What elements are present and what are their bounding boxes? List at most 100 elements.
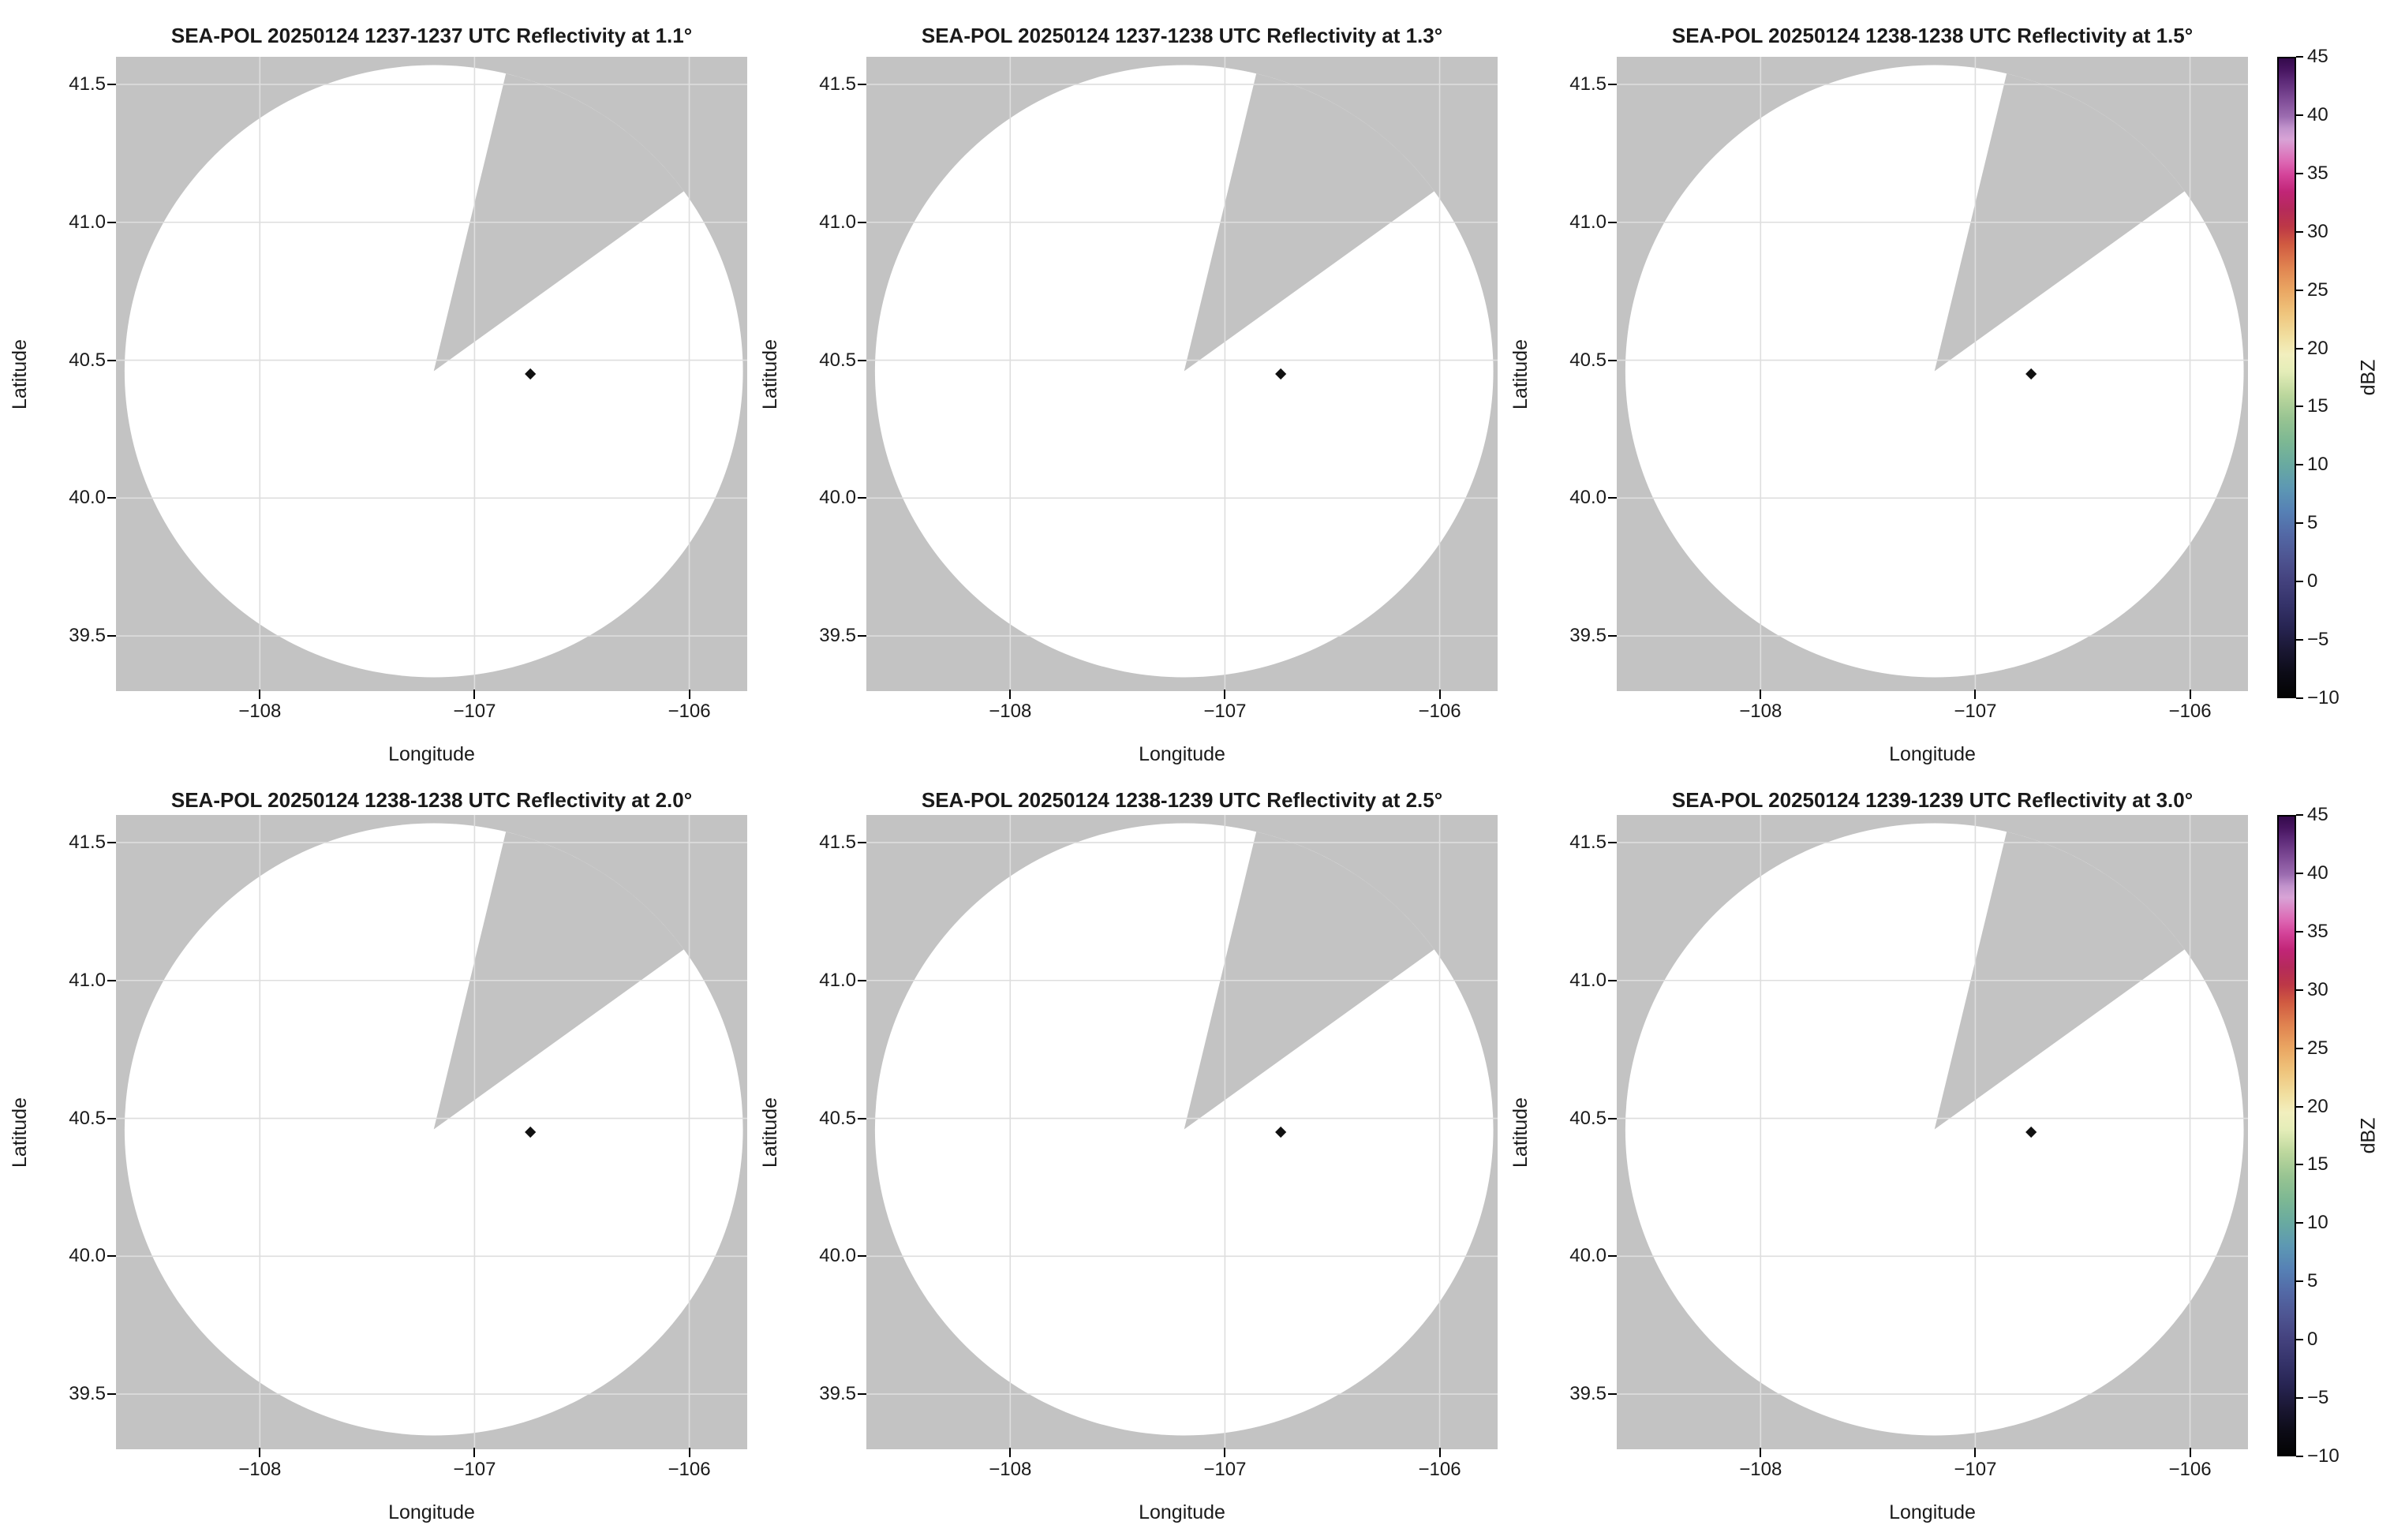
plot-area <box>116 815 747 1449</box>
x-tick-label: −108 <box>238 1459 282 1480</box>
colorbar-tick-label: 0 <box>2307 570 2318 592</box>
plot-area <box>866 815 1498 1449</box>
y-tick-mark <box>107 359 116 361</box>
colorbar-tick-label: 45 <box>2307 804 2328 825</box>
x-tick-mark <box>1760 690 1762 699</box>
colorbar-tick-mark <box>2296 872 2303 874</box>
plot-area <box>1617 815 2248 1449</box>
colorbar-tick-mark <box>2296 114 2303 116</box>
colorbar-unit-label: dBZ <box>2353 815 2384 1456</box>
radar-panel-6: SEA-POL 20250124 1239-1239 UTC Reflectiv… <box>1501 758 2251 1523</box>
x-tick-label: −106 <box>668 1459 711 1480</box>
y-tick-mark <box>858 635 866 637</box>
y-tick-label: 41.5 <box>69 73 106 95</box>
y-tick-label: 39.5 <box>69 1383 106 1405</box>
radar-ppi-svg <box>866 57 1498 691</box>
panel-title: SEA-POL 20250124 1238-1238 UTC Reflectiv… <box>170 788 693 812</box>
x-tick-mark <box>1760 1448 1762 1457</box>
y-axis-label: Latitude <box>758 815 782 1449</box>
y-tick-mark <box>107 1117 116 1119</box>
colorbar-tick-label: 30 <box>2307 978 2328 1000</box>
y-tick-label: 40.5 <box>819 1107 856 1129</box>
colorbar-tick-mark <box>2296 581 2303 583</box>
y-axis-label: Latitude <box>758 57 782 691</box>
x-tick-label: −107 <box>1954 1459 1997 1480</box>
y-axis-label: Latitude <box>8 57 32 691</box>
x-tick-label: −106 <box>2168 1459 2212 1480</box>
radar-panel-5: SEA-POL 20250124 1238-1239 UTC Reflectiv… <box>750 758 1501 1523</box>
radar-ppi-svg <box>116 57 747 691</box>
colorbar-tick-mark <box>2296 522 2303 525</box>
y-tick-label: 39.5 <box>819 625 856 647</box>
x-tick-label: −108 <box>989 701 1032 722</box>
y-tick-mark <box>1608 221 1617 223</box>
y-tick-label: 41.0 <box>819 211 856 233</box>
colorbar-tick-mark <box>2296 930 2303 933</box>
colorbar-tick-mark <box>2296 406 2303 408</box>
colorbar-unit-label: dBZ <box>2353 57 2384 698</box>
y-tick-label: 40.0 <box>1569 1245 1606 1267</box>
x-tick-mark <box>1974 690 1977 699</box>
x-tick-label: −106 <box>1418 1459 1461 1480</box>
y-tick-label: 41.0 <box>69 969 106 991</box>
x-tick-label: −107 <box>1203 701 1247 722</box>
colorbar-tick-mark <box>2296 989 2303 991</box>
y-tick-label: 41.5 <box>69 831 106 853</box>
y-tick-mark <box>1608 841 1617 843</box>
colorbar-tick-mark <box>2296 639 2303 641</box>
colorbar-tick-label: 5 <box>2307 512 2318 534</box>
colorbar-tick-label: −10 <box>2307 687 2340 708</box>
colorbar-tick-mark <box>2296 814 2303 816</box>
radar-panel-3: SEA-POL 20250124 1238-1238 UTC Reflectiv… <box>1501 0 2251 765</box>
y-tick-mark <box>107 979 116 981</box>
x-tick-mark <box>473 1448 476 1457</box>
radar-panel-4: SEA-POL 20250124 1238-1238 UTC Reflectiv… <box>0 758 750 1523</box>
y-tick-label: 40.0 <box>819 1245 856 1267</box>
x-tick-mark <box>2189 1448 2191 1457</box>
y-tick-mark <box>858 1117 866 1119</box>
y-tick-mark <box>107 83 116 85</box>
x-tick-mark <box>1438 690 1441 699</box>
colorbar-tick-label: 15 <box>2307 395 2328 417</box>
x-tick-mark <box>1438 1448 1441 1457</box>
x-tick-label: −107 <box>1954 701 1997 722</box>
x-tick-mark <box>1009 1448 1012 1457</box>
x-tick-mark <box>1009 690 1012 699</box>
colorbar-tick-mark <box>2296 56 2303 58</box>
x-tick-label: −108 <box>1739 701 1782 722</box>
x-axis-label: Longitude <box>1889 1501 1976 1523</box>
colorbar-gradient <box>2277 815 2296 1456</box>
y-tick-label: 40.0 <box>1569 487 1606 509</box>
colorbar-tick-label: 15 <box>2307 1153 2328 1176</box>
x-tick-mark <box>688 1448 690 1457</box>
x-tick-label: −108 <box>1739 1459 1782 1480</box>
colorbar-tick-mark <box>2296 172 2303 174</box>
y-tick-mark <box>858 1255 866 1258</box>
radar-panel-2: SEA-POL 20250124 1237-1238 UTC Reflectiv… <box>750 0 1501 765</box>
colorbar-tick-mark <box>2296 347 2303 349</box>
y-tick-label: 40.5 <box>819 349 856 371</box>
x-axis-label: Longitude <box>1139 743 1225 765</box>
y-tick-label: 40.5 <box>1569 349 1606 371</box>
y-tick-mark <box>1608 83 1617 85</box>
panel-title: SEA-POL 20250124 1237-1238 UTC Reflectiv… <box>921 24 1443 47</box>
y-tick-mark <box>1608 635 1617 637</box>
y-axis-label: Latitude <box>8 815 32 1449</box>
colorbar-tick-label: −5 <box>2307 1387 2329 1409</box>
x-axis-label: Longitude <box>1889 743 1976 765</box>
y-tick-label: 41.0 <box>69 211 106 233</box>
y-tick-label: 40.5 <box>1569 1107 1606 1129</box>
y-axis-label: Latitude <box>1509 57 1532 691</box>
y-tick-label: 41.0 <box>1569 211 1606 233</box>
colorbar-tick-mark <box>2296 1164 2303 1166</box>
colorbar-tick-label: 20 <box>2307 337 2328 359</box>
colorbar-tick-mark <box>2296 1047 2303 1049</box>
colorbar-tick-mark <box>2296 1222 2303 1224</box>
radar-ppi-svg <box>1617 57 2248 691</box>
colorbar-dbz-bottom: dBZ 45 40 35 30 25 20 15 10 5 0 −5 −10 <box>2277 804 2405 1467</box>
y-tick-label: 41.5 <box>1569 73 1606 95</box>
y-tick-mark <box>858 979 866 981</box>
x-tick-label: −106 <box>668 701 711 722</box>
y-tick-mark <box>858 841 866 843</box>
colorbar-tick-label: 25 <box>2307 278 2328 301</box>
